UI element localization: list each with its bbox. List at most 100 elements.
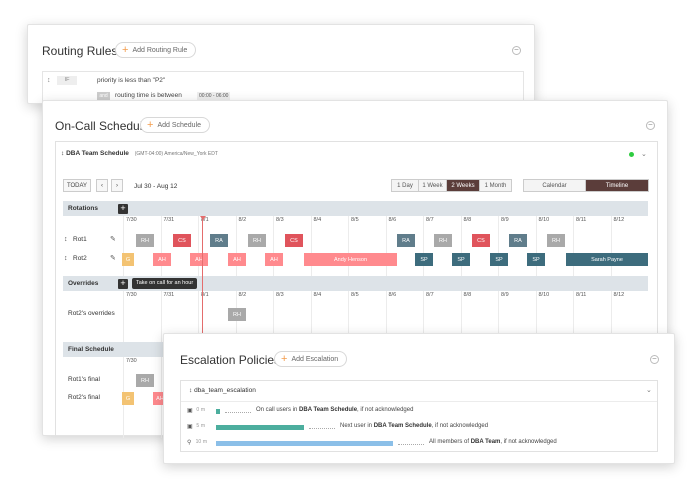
- step-delay: 10 m: [183, 439, 207, 445]
- rot1-shift[interactable]: RH: [248, 234, 266, 247]
- rot2-shift[interactable]: AH: [228, 253, 246, 266]
- and-tag: and: [97, 92, 110, 100]
- rot2-shift[interactable]: AH: [190, 253, 208, 266]
- add-schedule-button[interactable]: + Add Schedule: [140, 117, 211, 133]
- status-dot: [629, 152, 634, 157]
- date-label: 8/10: [538, 292, 550, 298]
- rot1-shift[interactable]: RH: [434, 234, 452, 247]
- range-1day[interactable]: 1 Day: [392, 180, 419, 191]
- date-label: 8/11: [576, 217, 587, 223]
- escalation-collapse-button[interactable]: –: [650, 355, 659, 364]
- override-tooltip: Take on call for an hour: [132, 278, 198, 289]
- range-1month[interactable]: 1 Month: [480, 180, 511, 191]
- team-icon: ⚲: [187, 440, 192, 446]
- schedule-name: DBA Team Schedule: [66, 150, 129, 157]
- add-schedule-label: Add Schedule: [157, 121, 202, 129]
- drag-handle-icon[interactable]: ↕: [189, 387, 195, 394]
- date-label: 7/30: [126, 358, 137, 364]
- date-label: 8/8: [463, 217, 472, 223]
- date-label: 8/5: [351, 292, 359, 298]
- rot2-shift[interactable]: AH: [265, 253, 283, 266]
- overrides-section-header: Overrides: [63, 276, 648, 291]
- step-text-pre: All members of: [429, 439, 471, 445]
- escalation-policy-header[interactable]: ↕ dba_team_escalation: [189, 387, 256, 394]
- rot1-shift[interactable]: RA: [397, 234, 415, 247]
- drag-handle-icon[interactable]: ↕: [61, 150, 67, 157]
- escalation-policy-name: dba_team_escalation: [194, 387, 256, 394]
- schedule-timezone: (GMT-04:00) America/New_York EDT: [134, 151, 218, 157]
- rot2-shift[interactable]: Andy Henson: [304, 253, 397, 266]
- schedule-header[interactable]: ↕ DBA Team Schedule (GMT-04:00) America/…: [61, 150, 218, 157]
- rot2-overrides-label: Rot2's overrides: [68, 310, 115, 317]
- rotations-label: Rotations: [68, 205, 98, 212]
- step-text-post: , if not acknowledged: [357, 407, 414, 413]
- rot1-shift[interactable]: RH: [136, 234, 154, 247]
- rot1-shift[interactable]: RH: [547, 234, 565, 247]
- date-label: 7/30: [126, 217, 137, 223]
- date-label: 8/4: [313, 217, 322, 223]
- today-marker-icon: [200, 216, 206, 220]
- date-label: 8/2: [238, 217, 247, 223]
- rot2-shift[interactable]: Sarah Payne: [566, 253, 648, 266]
- date-label: 8/8: [463, 292, 472, 298]
- step-connector: [309, 428, 335, 429]
- date-label: 8/3: [276, 292, 284, 298]
- rot2-shift[interactable]: SP: [527, 253, 545, 266]
- calendar-icon: ▣: [187, 408, 193, 414]
- rot2-shift[interactable]: SP: [452, 253, 470, 266]
- pencil-icon[interactable]: ✎: [110, 236, 116, 243]
- escalation-policies-title: Escalation Policies: [180, 353, 281, 367]
- rot2-shift[interactable]: G: [122, 253, 134, 266]
- rot1-shift[interactable]: CS: [472, 234, 490, 247]
- step-text-post: , if not acknowledged: [500, 439, 557, 445]
- add-escalation-button[interactable]: + Add Escalation: [274, 351, 348, 367]
- rot2-shift[interactable]: SP: [490, 253, 508, 266]
- drag-handle-icon[interactable]: ↕: [64, 255, 68, 262]
- rot1-label: Rot1: [73, 236, 87, 243]
- step-description: All members of DBA Team, if not acknowle…: [429, 439, 557, 445]
- oncall-collapse-button[interactable]: –: [646, 121, 655, 130]
- prev-button[interactable]: ‹: [96, 179, 108, 192]
- step-minutes: 10: [195, 439, 202, 445]
- overrides-label: Overrides: [68, 280, 99, 287]
- rot2-shift[interactable]: AH: [153, 253, 171, 266]
- date-label: 7/30: [126, 292, 137, 298]
- date-label: 8/6: [388, 217, 397, 223]
- range-2weeks[interactable]: 2 Weeks: [447, 180, 480, 191]
- rot1-shift[interactable]: RA: [210, 234, 228, 247]
- today-button[interactable]: TODAY: [63, 179, 91, 192]
- rule-condition-2: routing time is between: [115, 92, 182, 99]
- date-label: 7/31: [163, 292, 175, 298]
- rot1-shift[interactable]: CS: [173, 234, 191, 247]
- step-delay-bar: [216, 409, 220, 414]
- rot1-final-shift[interactable]: RH: [136, 374, 154, 387]
- add-rotation-button[interactable]: +: [118, 204, 128, 214]
- view-timeline[interactable]: Timeline: [586, 180, 648, 191]
- step-connector: [398, 444, 424, 445]
- drag-handle-icon[interactable]: ↕: [64, 236, 68, 243]
- if-tag: IF: [57, 76, 77, 85]
- range-1week[interactable]: 1 Week: [419, 180, 447, 191]
- rot1-shift[interactable]: RA: [509, 234, 527, 247]
- rot2-shift[interactable]: SP: [415, 253, 433, 266]
- step-text-post: , if not acknowledged: [431, 423, 489, 429]
- routing-rules-card: Routing Rules + Add Routing Rule – ↕ IF …: [27, 24, 535, 105]
- drag-handle-icon[interactable]: ↕: [47, 77, 51, 84]
- chevron-down-icon[interactable]: ⌄: [641, 151, 647, 158]
- plus-icon: +: [122, 43, 129, 56]
- plus-icon: +: [281, 352, 288, 365]
- chevron-down-icon[interactable]: ⌄: [646, 387, 652, 394]
- override-shift[interactable]: RH: [228, 308, 246, 321]
- routing-collapse-button[interactable]: –: [512, 46, 521, 55]
- add-override-button[interactable]: +: [118, 279, 128, 289]
- rot1-shift[interactable]: CS: [285, 234, 303, 247]
- date-label: 8/12: [613, 217, 625, 223]
- pencil-icon[interactable]: ✎: [110, 255, 116, 262]
- view-calendar[interactable]: Calendar: [524, 180, 586, 191]
- add-routing-rule-button[interactable]: + Add Routing Rule: [115, 42, 197, 58]
- date-label: 8/11: [576, 292, 587, 298]
- date-label: 8/7: [426, 217, 434, 223]
- date-label: 8/7: [426, 292, 434, 298]
- rot2-final-shift[interactable]: G: [122, 392, 134, 405]
- next-button[interactable]: ›: [111, 179, 123, 192]
